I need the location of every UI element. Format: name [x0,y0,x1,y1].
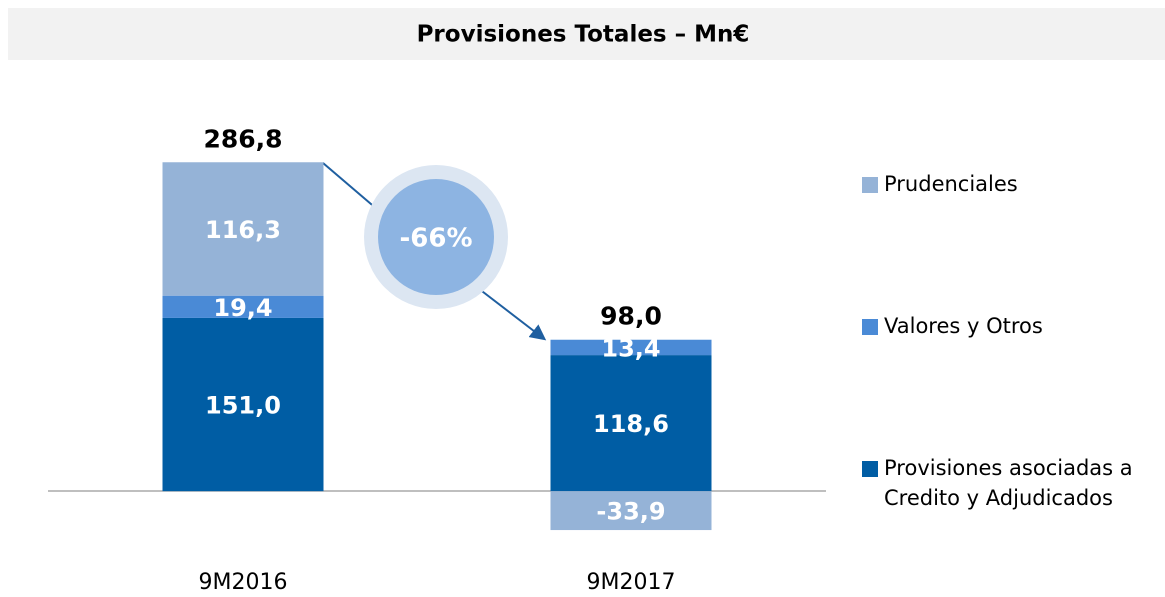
value-label: 118,6 [593,410,669,438]
annotation: -66% [399,224,472,254]
title-band [8,8,1165,60]
value-label: 19,4 [213,294,272,322]
legend-item: Provisiones asociadas a Credito y Adjudi… [862,453,1162,513]
value-label: -33,9 [596,498,665,526]
legend-label: Valores y Otros [884,314,1043,338]
bar-segment [162,317,324,492]
total-label: 98,0 [600,302,662,331]
chart-title: Provisiones Totales – Mn€ [417,22,750,48]
legend-label: Prudenciales [884,172,1018,196]
bar-segment [550,339,712,356]
legend-label: Provisiones asociadas a Credito y Adjudi… [884,456,1133,510]
value-label: 116,3 [205,216,281,244]
bar-segment [162,295,324,318]
x-tick-label: 9M2016 [199,570,288,595]
value-label: 13,4 [601,334,660,362]
value-label: 151,0 [205,392,281,420]
bar-segment [162,162,324,296]
bar-segment [550,491,712,531]
x-tick-label: 9M2017 [587,570,676,595]
total-label: 286,8 [203,124,282,153]
bar-segment [550,355,712,492]
legend-swatch [862,177,878,193]
badge [378,179,494,295]
legend-swatch [862,461,878,477]
legend-item: Prudenciales [862,169,1162,199]
legend-swatch [862,319,878,335]
arrow [473,284,547,341]
legend-item: Valores y Otros [862,311,1162,341]
arrow [322,162,379,211]
